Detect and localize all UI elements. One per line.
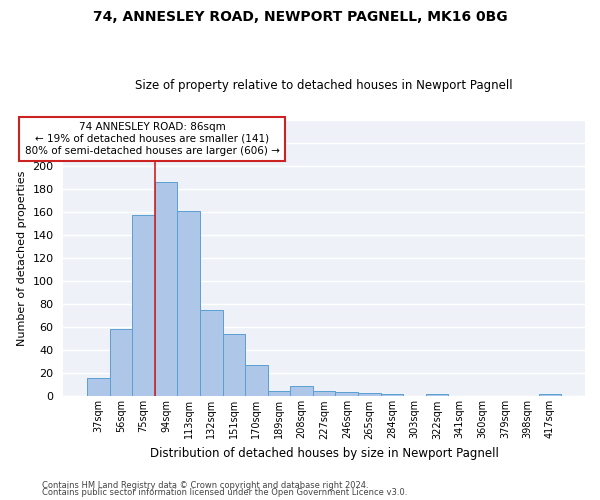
Text: Contains public sector information licensed under the Open Government Licence v3: Contains public sector information licen… bbox=[42, 488, 407, 497]
Y-axis label: Number of detached properties: Number of detached properties bbox=[17, 170, 27, 346]
Bar bbox=[223, 334, 245, 396]
Bar bbox=[426, 394, 448, 396]
Bar bbox=[132, 216, 155, 396]
Bar bbox=[358, 393, 380, 396]
Text: 74 ANNESLEY ROAD: 86sqm
← 19% of detached houses are smaller (141)
80% of semi-d: 74 ANNESLEY ROAD: 86sqm ← 19% of detache… bbox=[25, 122, 280, 156]
Bar bbox=[178, 210, 200, 396]
Bar bbox=[313, 390, 335, 396]
X-axis label: Distribution of detached houses by size in Newport Pagnell: Distribution of detached houses by size … bbox=[150, 447, 499, 460]
Text: 74, ANNESLEY ROAD, NEWPORT PAGNELL, MK16 0BG: 74, ANNESLEY ROAD, NEWPORT PAGNELL, MK16… bbox=[92, 10, 508, 24]
Bar bbox=[539, 394, 561, 396]
Bar bbox=[268, 390, 290, 396]
Bar bbox=[335, 392, 358, 396]
Bar bbox=[155, 182, 178, 396]
Bar bbox=[380, 394, 403, 396]
Bar bbox=[110, 330, 132, 396]
Bar bbox=[200, 310, 223, 396]
Bar bbox=[245, 365, 268, 396]
Text: Contains HM Land Registry data © Crown copyright and database right 2024.: Contains HM Land Registry data © Crown c… bbox=[42, 480, 368, 490]
Bar bbox=[87, 378, 110, 396]
Bar bbox=[290, 386, 313, 396]
Title: Size of property relative to detached houses in Newport Pagnell: Size of property relative to detached ho… bbox=[136, 79, 513, 92]
